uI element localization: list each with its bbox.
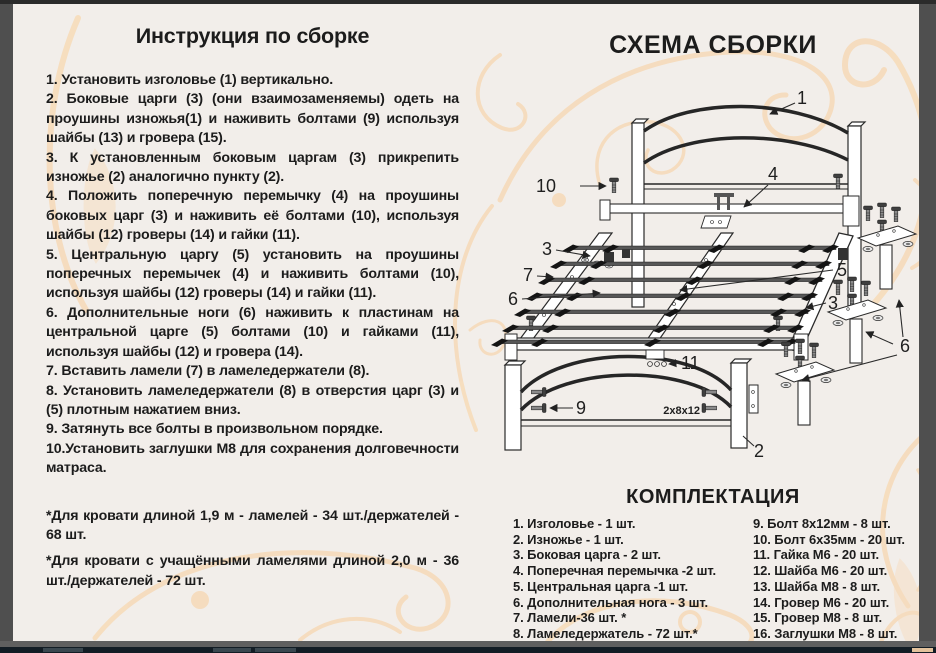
instructions-panel: Инструкция по сборке 1. Установить изгол… <box>46 24 459 598</box>
part-item: 1. Изголовье - 1 шт. <box>513 516 636 531</box>
footboard-drawing <box>503 349 759 451</box>
part-item: 10. Болт 6x35мм - 20 шт. <box>753 531 905 547</box>
part-item: 16. Заглушки М8 - 8 шт. <box>753 625 898 641</box>
instruction-step: 7. Вставить ламели (7) в ламеледержатели… <box>46 363 370 380</box>
screen-edge-top <box>0 0 936 4</box>
instruction-step: 1. Установить изголовье (1) вертикально. <box>46 72 334 88</box>
screen-edge-left <box>0 4 13 641</box>
instruction-step: 6. Дополнительные ноги (6) наживить к пл… <box>46 304 459 360</box>
callout-nut11: 11 <box>681 353 700 373</box>
instruction-step: 8. Установить ламеледержатели (8) в отве… <box>46 382 459 418</box>
instruction-step: 3. К установленным боковым царгам (3) пр… <box>46 149 459 186</box>
instruction-step: 2. Боковые царги (3) (они взаимозаменяем… <box>46 91 459 147</box>
instructions-title: Инструкция по сборке <box>135 24 370 48</box>
callout-headboard: 1 <box>797 88 807 108</box>
bolt-size-note: 2x8x12 <box>663 405 700 417</box>
instruction-step: 5. Центральную царгу (5) установить на п… <box>46 246 459 302</box>
callout-leaders <box>521 102 904 447</box>
assembly-diagram: 1 10 4 3 7 6 5 3 6 11 9 2 2x8x12 <box>491 88 936 461</box>
callout-crossbar: 4 <box>768 164 778 184</box>
callout-bolt9: 9 <box>576 398 586 418</box>
screen-edge-right <box>919 4 936 641</box>
parts-title: КОМПЛЕКТАЦИЯ <box>626 486 800 508</box>
taskbar-item[interactable] <box>255 648 296 652</box>
instruction-note: *Для кровати длиной 1,9 м - ламелей - 34… <box>46 507 459 543</box>
callout-central-rail: 5 <box>837 260 847 280</box>
part-item: 3. Боковая царга - 2 шт. <box>513 547 661 563</box>
instruction-note: *Для кровати с учащёнными ламелями длино… <box>46 553 459 589</box>
part-item: 11. Гайка М6 - 20 шт. <box>753 547 879 563</box>
part-item: 13. Шайба М8 - 8 шт. <box>753 578 880 594</box>
part-item: 7. Ламели-36 шт. * <box>513 610 627 626</box>
taskbar-item[interactable] <box>43 648 83 652</box>
callout-labels: 1 10 4 3 7 6 5 3 6 11 9 2 2x8x12 <box>508 88 910 461</box>
instructions-notes: *Для кровати длиной 1,9 м - ламелей - 34… <box>46 507 459 592</box>
bolt-icon <box>833 173 843 189</box>
callout-side-rail-right: 3 <box>828 293 838 313</box>
bolt-icon <box>609 177 619 193</box>
part-item: 4. Поперечная перемычка -2 шт. <box>513 563 717 579</box>
parts-list-left: 1. Изголовье - 1 шт. 2. Изножье - 1 шт. 3.… <box>513 516 751 642</box>
diagram-title: СХЕМА СБОРКИ <box>609 31 817 59</box>
callout-side-rail-left: 3 <box>542 239 552 259</box>
part-item: 9. Болт 8x12мм - 8 шт. <box>753 516 891 531</box>
screen-edge-bottom <box>0 641 936 647</box>
part-item: 15. Гровер М8 - 8 шт. <box>753 610 883 626</box>
part-item: 8. Ламеледержатель - 72 шт.* <box>513 625 698 641</box>
callout-slat: 7 <box>523 265 533 285</box>
instruction-step: 9. Затянуть все болты в произвольном пор… <box>46 421 383 438</box>
part-item: 12. Шайба М6 - 20 шт. <box>753 563 888 579</box>
taskbar-item[interactable] <box>213 648 251 652</box>
part-item: 5. Центральная царга -1 шт. <box>513 578 688 594</box>
part-item: 2. Изножье - 1 шт. <box>513 531 624 547</box>
taskbar-strip[interactable] <box>0 647 936 653</box>
instruction-step: 4. Положить поперечную перемычку (4) на … <box>46 188 459 244</box>
parts-list-right: 9. Болт 8x12мм - 8 шт. 10. Болт 6x35мм - … <box>753 516 928 642</box>
callout-footboard: 2 <box>754 441 764 461</box>
part-item: 6. Дополнительная нога - 3 шт. <box>513 594 709 610</box>
part-item: 14. Гровер М6 - 20 шт. <box>753 594 890 610</box>
callout-legs-left: 6 <box>508 289 518 309</box>
instruction-step: 10.Установить заглушки М8 для сохранения… <box>46 440 459 477</box>
instructions-steps: 1. Установить изголовье (1) вертикально.… <box>46 71 459 479</box>
callout-bolt10: 10 <box>536 176 556 196</box>
callout-legs-right: 6 <box>900 336 910 356</box>
slats-drawing <box>491 244 839 347</box>
taskbar-item[interactable] <box>912 648 933 652</box>
crossbar-drawing <box>599 173 860 229</box>
